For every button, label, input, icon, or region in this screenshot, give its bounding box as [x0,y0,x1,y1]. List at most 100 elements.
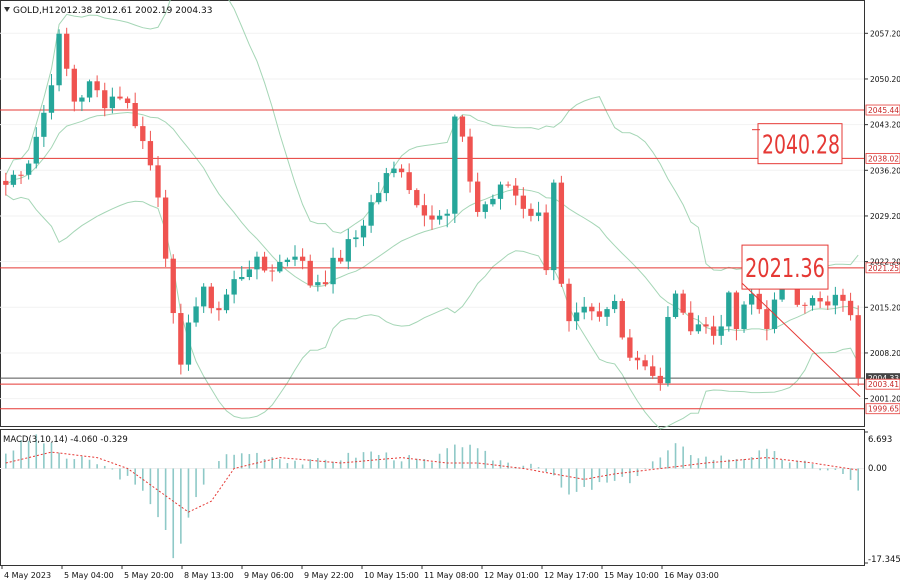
candle-body [284,259,291,263]
candle-body [201,286,207,307]
candle-body [741,304,747,330]
candle-body [748,293,755,305]
candle-body [25,163,32,175]
candle-body [109,96,116,109]
candle-body [269,270,275,272]
candle-body [596,311,603,317]
y-tick-label: 2050.20 [870,75,900,84]
price-level-label: 2003.41 [868,380,899,389]
candle-body [475,181,481,212]
candle-body [604,309,610,317]
candle-body [452,116,458,214]
y-tick-label: 2043.20 [870,121,900,130]
candle-body [170,258,176,314]
x-tick-label: 15 May 10:00 [604,571,659,580]
candle-body [467,136,473,182]
candle-body [634,357,641,361]
candle-body [444,213,450,216]
price-level-tag [865,378,900,390]
candle-body [353,237,359,240]
x-tick-label: 12 May 01:00 [484,571,539,580]
candle-body [657,375,663,384]
candle-body [520,195,526,209]
candle-body [155,165,161,198]
candle-body [558,182,565,284]
y-tick-label: 2022.20 [870,258,900,267]
macd-signal-line [5,451,859,513]
candle-body [102,90,108,109]
candle-body [855,315,861,379]
candle-body [79,97,85,102]
candle-body [505,184,511,186]
candle-body [330,257,336,285]
candle-body [611,300,618,310]
y-tick-label: 2029.20 [870,212,900,221]
candle-body [86,81,93,98]
candle-body [414,190,420,206]
macd-tick-zero: 0.00 [868,464,887,474]
candle-body [216,308,222,311]
candle-body [695,324,702,332]
y-tick-label: 2036.20 [870,166,900,175]
candle-body [376,193,382,203]
candle-body [231,279,237,295]
candle-body [490,198,496,205]
candle-body [140,126,146,142]
candles [3,27,861,391]
candle-body [239,276,245,280]
price-level-tag [866,373,900,384]
candle-body [383,173,389,194]
price-level-label: 2021.25 [868,264,899,273]
annotations: 2040.28 2021.36 [741,123,861,398]
y-tick-label: 2008.20 [870,349,900,358]
price-level-label: 1999.65 [868,405,899,414]
x-tick-label: 10 May 15:00 [364,571,419,580]
candle-body [688,312,694,332]
y-axis: 2057.20 2050.20 2043.20 2036.20 2029.20 2022.… [864,29,900,404]
price-level-label: 2004.33 [868,374,899,383]
candle-body [764,309,770,329]
candle-body [482,204,488,212]
candle-body [680,293,686,313]
candle-body [665,316,671,384]
candle-body [178,313,184,365]
candle-body [718,326,724,336]
annotation-box [757,123,843,165]
candle-body [315,282,321,286]
x-tick-label: 11 May 08:00 [424,571,479,580]
dropdown-triangle-icon[interactable] [4,7,10,12]
candle-body [528,208,534,216]
candle-body [779,281,785,300]
candle-body [277,262,283,272]
candle-body [368,202,374,226]
candle-body [71,68,77,102]
candle-body [48,85,55,113]
x-tick-label: 5 May 20:00 [124,571,174,580]
price-level-label: 2038.02 [868,154,899,163]
price-level-tag [865,153,900,164]
annotation-label: 2021.36 [745,254,825,284]
y-tick-label: 2001.20 [870,395,900,404]
price-level-tag [865,403,900,415]
annotation-label: 2040.28 [762,131,840,161]
y-tick-label: 2057.20 [870,29,900,38]
candle-body [672,293,679,317]
candle-body [117,96,123,99]
price-level-tag [865,104,900,116]
candle-body [18,174,24,176]
x-tick-label: 16 May 03:00 [664,571,719,580]
price-grid [0,32,864,400]
x-tick-label: 5 May 04:00 [64,571,114,580]
x-tick-label: 4 May 2023 [4,571,51,580]
candle-body [421,205,428,216]
candle-body [650,366,656,376]
symbol-label: GOLD,H1 [13,6,54,16]
candle-body [726,292,732,327]
candle-body [56,33,62,86]
candle-body [566,283,572,322]
price-panel-frame [0,0,865,427]
candle-body [254,256,260,270]
macd-tick-bottom: -17.345 [868,555,900,565]
